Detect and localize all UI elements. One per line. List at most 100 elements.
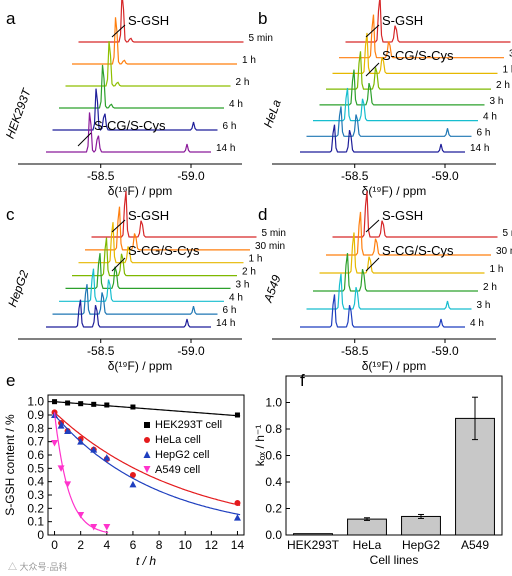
spectrum-trace [319,232,485,274]
time-label: 6 h [223,305,237,316]
spectrum-trace [46,299,211,328]
scg-arrow [77,132,92,147]
sgsh-arrow [365,24,380,38]
data-point [57,422,65,429]
scg-annotation: S-CG/S-Cys [382,243,454,258]
data-point [103,524,111,531]
legend-marker [144,422,150,428]
y-tick-label: 0.6 [265,449,282,463]
data-point [78,401,84,407]
time-label: 14 h [470,143,489,154]
data-point [129,472,136,478]
scg-annotation: S-CG/S-Cys [128,243,200,258]
time-label: 2 h [242,267,256,278]
time-label: 14 h [216,318,235,329]
legend-marker [143,466,151,473]
sgsh-arrow [111,219,126,233]
data-point [233,514,241,521]
spectrum-trace [52,284,218,315]
time-label: 3 h [477,300,491,311]
fit-curve [54,414,241,516]
nmr-panel-a: -58.5 -59.0 δ(¹⁹F) / ppm 5 min 1 h 2 h 4 h 6 h 1… [3,0,273,198]
bar [293,533,333,536]
legend-label: HepG2 cell [155,449,209,461]
fit-curve [54,401,241,417]
x-axis-label: δ(¹⁹F) / ppm [108,184,172,198]
data-point [90,524,98,531]
time-label: 3 h [490,96,504,107]
spectrum-trace [65,41,231,87]
category-label: HepG2 [402,538,440,552]
spectrum-trace [332,191,498,238]
sgsh-arrow [365,219,380,233]
spectrum-trace [306,273,472,310]
spectrum-trace [319,69,485,106]
y-tick-label: 0.1 [27,515,44,529]
legend-label: A549 cell [155,464,200,476]
scg-annotation: S-CG/S-Cys [94,118,166,133]
panel-label-e: e [6,371,15,390]
spectrum-trace [72,237,237,277]
time-label: 2 h [496,80,510,91]
panel-label-c: c [6,205,15,224]
y-tick-label: 0.4 [27,475,44,489]
nmr-panel-d: -58.5 -59.0 δ(¹⁹F) / ppm 5 min 30 min 1 h 2 h 3… [261,191,512,373]
nmr-panel-c: -58.5 -59.0 δ(¹⁹F) / ppm 5 min 30 min 1 h 2 h3… [5,191,286,373]
time-label: 1 h [242,55,256,66]
spectrum-trace [306,106,472,137]
x-axis-label: δ(¹⁹F) / ppm [362,184,426,198]
x-tick-label: -59.0 [431,344,459,358]
time-label: 14 h [216,143,235,154]
data-point [64,427,72,434]
scg-arrow [111,257,126,272]
time-label: 30 min [255,241,285,252]
data-point [234,500,241,506]
panel-label-d: d [258,205,267,224]
fit-curve [53,412,109,534]
fit-curve [54,411,241,506]
y-tick-label: 0.2 [265,502,282,516]
y-tick-label: 0.9 [27,408,44,422]
rate-bar-chart: 0.0 0.2 0.4 0.6 0.8 1.0 HEK293T HeLa HepG2 A549 Ce… [253,375,503,567]
time-label: 1 h [490,264,504,275]
spectrum-trace [78,0,244,43]
time-label: 3 h [236,279,250,290]
legend-marker [143,451,151,458]
spectrum-trace [313,253,478,292]
data-point [65,400,71,406]
data-point [234,412,240,418]
time-label: 1 h [503,64,512,75]
bar [347,518,387,536]
watermark: △ 大众号·品科 [8,561,68,572]
y-tick-label: 0.3 [27,488,44,502]
spectrum-trace [65,253,231,289]
y-tick-label: 0.8 [27,421,44,435]
panel-label-b: b [258,9,267,28]
scg-annotation: S-CG/S-Cys [382,48,454,63]
spectrum-trace [326,211,491,256]
data-point [91,401,97,407]
sgsh-annotation: S-GSH [128,13,169,28]
panel-label-f: f [300,371,305,390]
x-tick-label: 2 [77,538,84,552]
y-tick-label: 1.0 [27,395,44,409]
data-point [103,454,111,461]
x-tick-label: -58.5 [341,344,369,358]
x-tick-label: -58.5 [87,169,115,183]
x-tick-label: 8 [156,538,163,552]
x-tick-label: -58.5 [341,169,369,183]
spectrum-trace [85,206,250,251]
bar-plot-area: 0.0 0.2 0.4 0.6 0.8 1.0 HEK293T HeLa HepG2 A549 Ce… [253,375,503,567]
y-tick-label: 1.0 [265,396,282,410]
data-point [77,438,85,445]
kinetics-chart: 0 2 4 6 8 10 12 1400.10.20.30.40.50.60.70.80.91… [3,394,245,568]
time-label: 4 h [229,292,243,303]
y-tick-label: 0.8 [265,422,282,436]
x-tick-label: -59.0 [177,169,205,183]
data-point [64,481,72,488]
spectrum-trace [59,64,224,109]
x-axis-label: δ(¹⁹F) / ppm [362,359,426,373]
data-point [51,440,59,447]
